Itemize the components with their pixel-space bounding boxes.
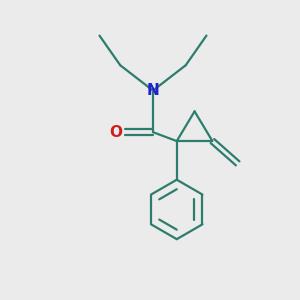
Text: O: O bbox=[109, 125, 122, 140]
Text: N: N bbox=[147, 83, 159, 98]
